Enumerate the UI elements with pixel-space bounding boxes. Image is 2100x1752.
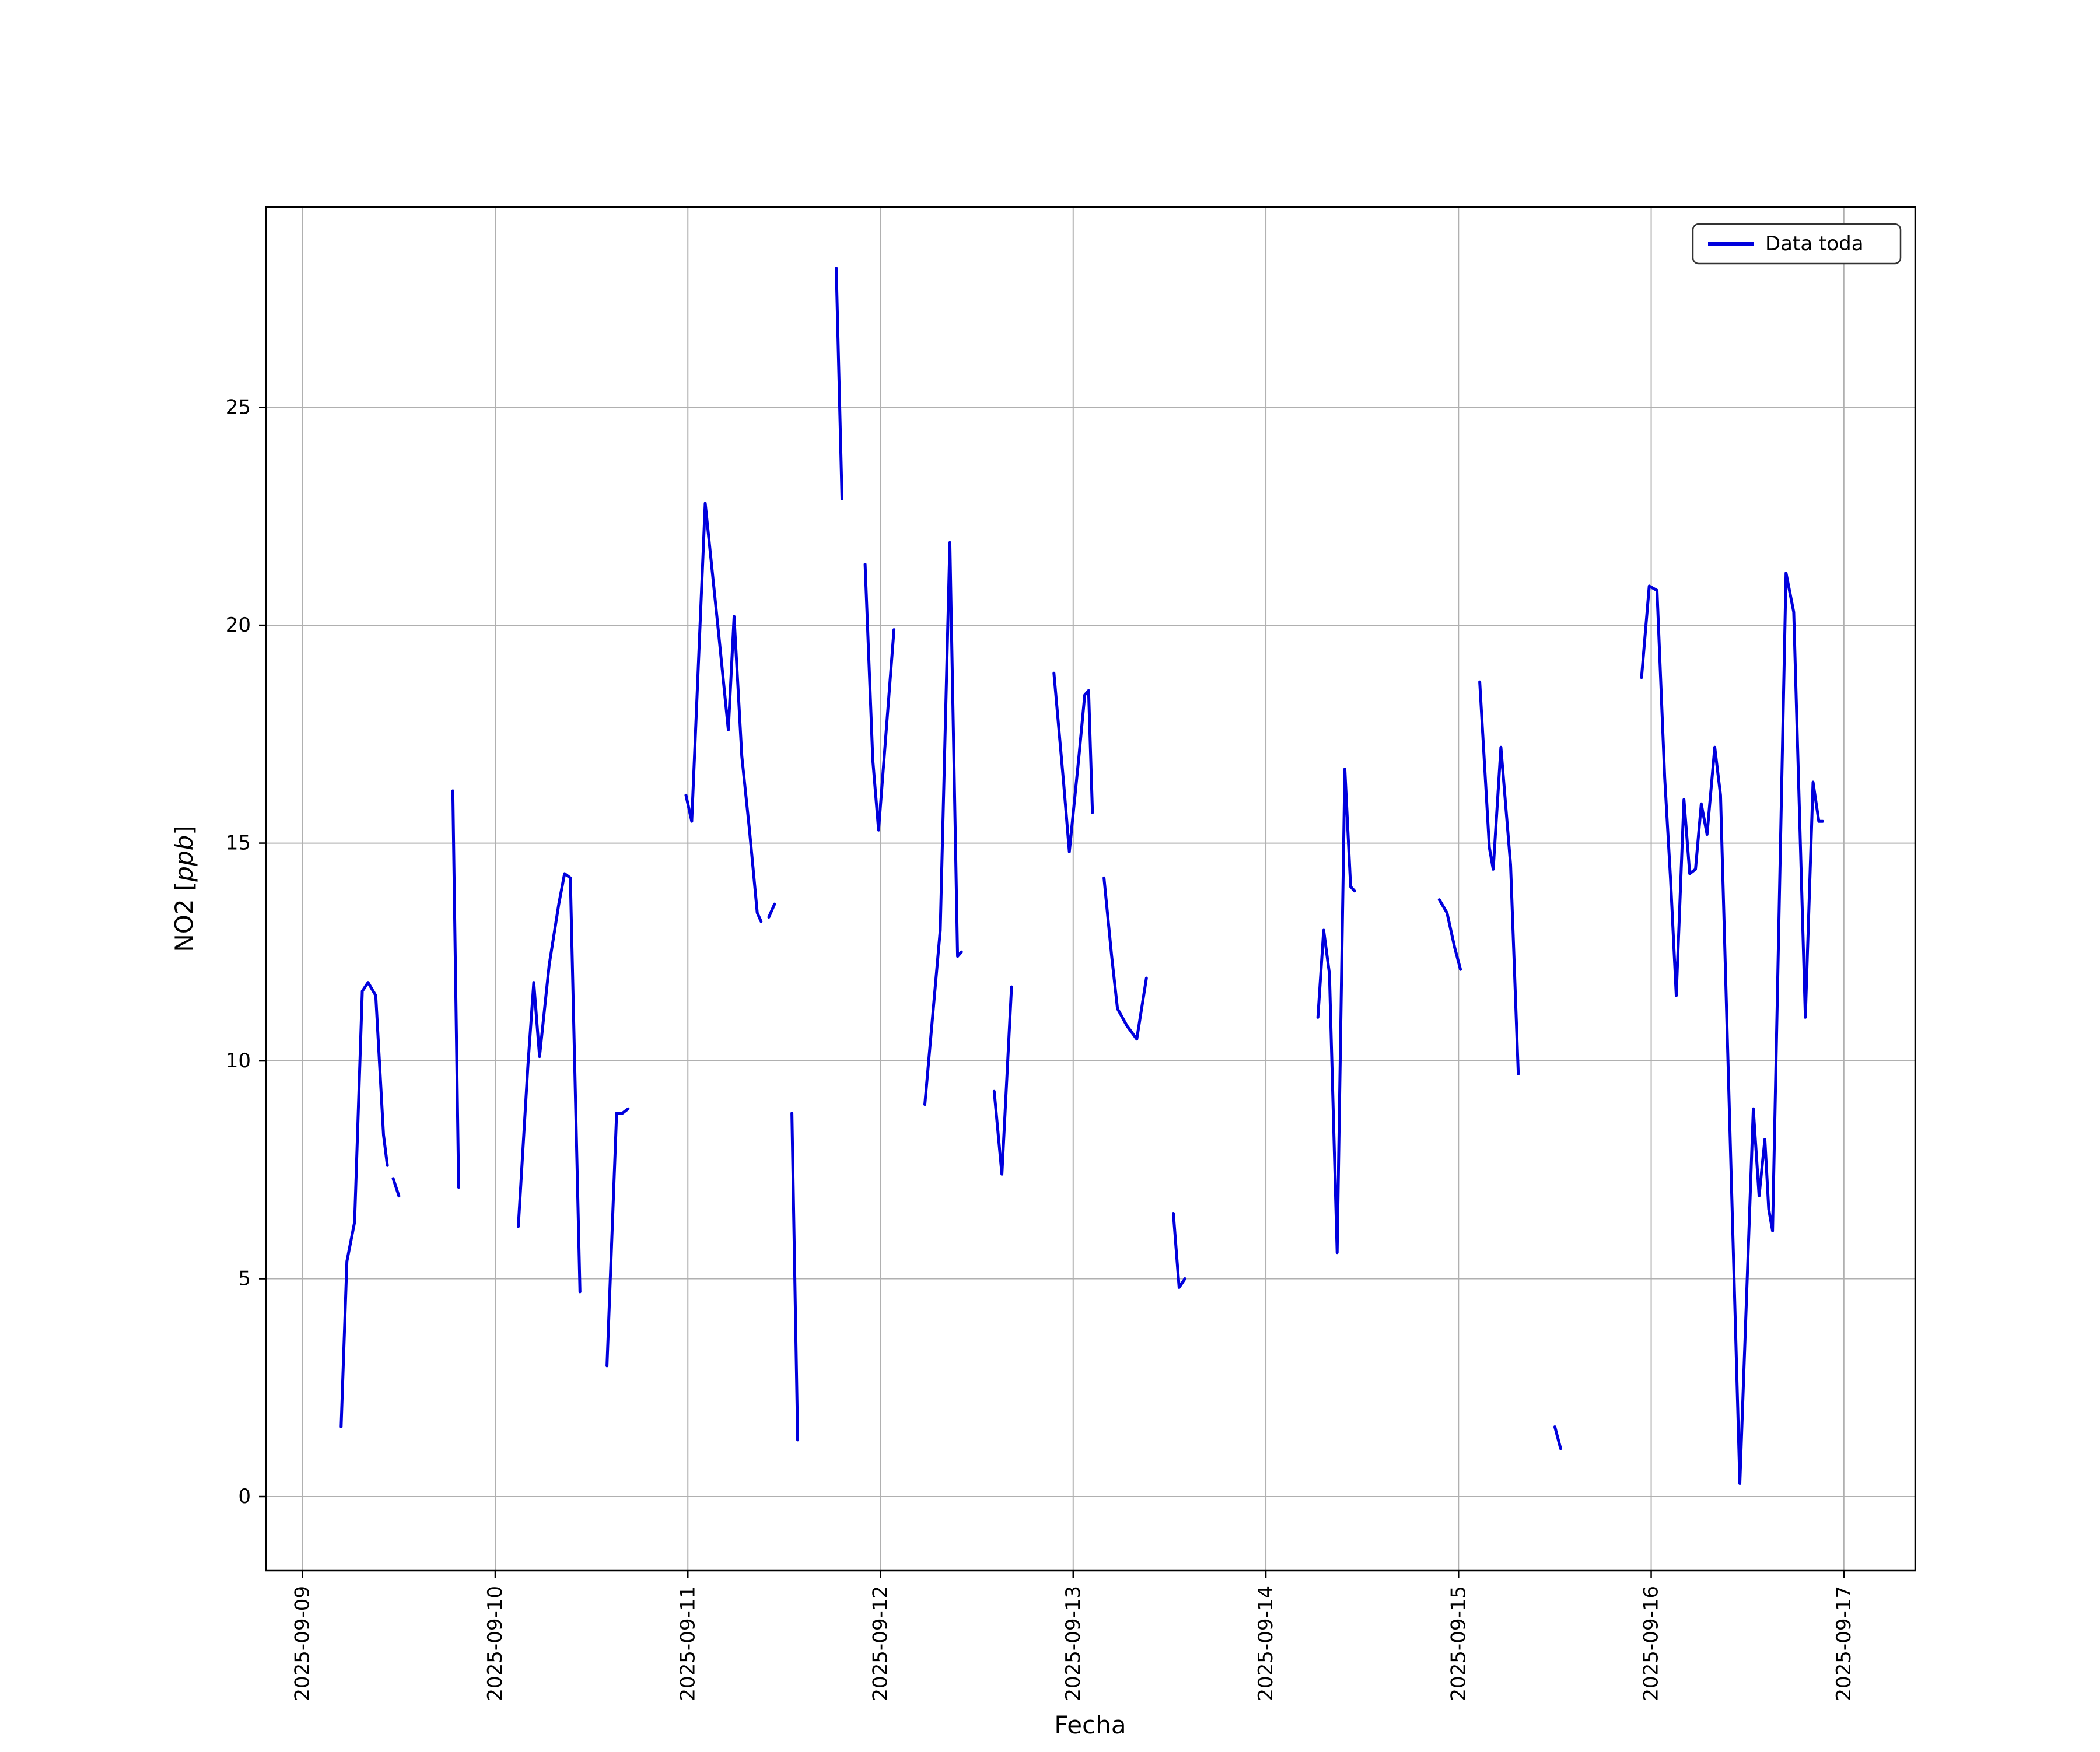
x-tick-label: 2025-09-17 bbox=[1832, 1586, 1856, 1701]
x-tick-label: 2025-09-09 bbox=[291, 1586, 314, 1701]
ticks-layer: 0 5 10 15 20 25 2025-09-09 2025-09-10 2025-09-11… bbox=[226, 396, 1856, 1701]
legend: Data toda bbox=[1692, 223, 1902, 265]
grid-layer bbox=[266, 207, 1915, 1571]
y-tick-label: 10 bbox=[226, 1049, 251, 1073]
legend-label: Data toda bbox=[1765, 232, 1864, 255]
x-axis-label: Fecha bbox=[1054, 1711, 1126, 1739]
plot-background bbox=[266, 207, 1915, 1571]
x-tick-label: 2025-09-12 bbox=[869, 1586, 892, 1701]
y-axis-label-prefix: NO2 [ bbox=[170, 882, 198, 952]
y-tick-label: 0 bbox=[238, 1485, 251, 1508]
y-tick-label: 15 bbox=[226, 832, 251, 855]
x-tick-label: 2025-09-14 bbox=[1254, 1586, 1278, 1701]
y-tick-label: 5 bbox=[238, 1267, 251, 1291]
x-tick-label: 2025-09-15 bbox=[1447, 1586, 1470, 1701]
series-layer bbox=[340, 267, 1824, 1485]
axes-frame bbox=[265, 206, 1916, 1572]
x-tick-label: 2025-09-13 bbox=[1062, 1586, 1085, 1701]
x-tick-label: 2025-09-16 bbox=[1640, 1586, 1663, 1701]
x-tick-label: 2025-09-11 bbox=[676, 1586, 699, 1701]
x-tick-label: 2025-09-10 bbox=[484, 1586, 507, 1701]
series-line-data-toda bbox=[340, 267, 1824, 1485]
y-tick-label: 25 bbox=[226, 396, 251, 419]
y-tick-label: 20 bbox=[226, 614, 251, 637]
legend-box bbox=[1692, 223, 1902, 265]
y-axis-label: NO2 [ppb] bbox=[170, 825, 198, 952]
y-axis-label-unit: ppb bbox=[170, 835, 198, 882]
y-axis-label-suffix: ] bbox=[170, 825, 198, 835]
